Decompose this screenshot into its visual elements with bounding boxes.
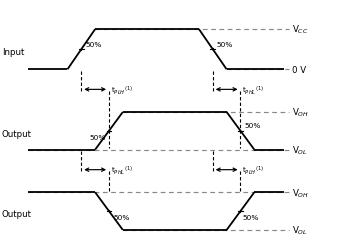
Text: 50%: 50% xyxy=(113,214,129,220)
Text: Output: Output xyxy=(2,209,32,218)
Text: t$_{PLH}$$^{(1)}$: t$_{PLH}$$^{(1)}$ xyxy=(111,84,133,96)
Text: t$_{PHL}$$^{(1)}$: t$_{PHL}$$^{(1)}$ xyxy=(242,84,264,96)
Text: 50%: 50% xyxy=(242,214,258,220)
Text: V$_{OH}$: V$_{OH}$ xyxy=(292,186,309,199)
Text: V$_{OL}$: V$_{OL}$ xyxy=(292,224,308,236)
Text: 50%: 50% xyxy=(85,42,102,48)
Text: V$_{CC}$: V$_{CC}$ xyxy=(292,24,309,36)
Text: t$_{PHL}$$^{(1)}$: t$_{PHL}$$^{(1)}$ xyxy=(111,164,133,176)
Text: 50%: 50% xyxy=(89,135,106,141)
Text: Output: Output xyxy=(2,129,32,138)
Text: 50%: 50% xyxy=(217,42,233,48)
Text: V$_{OL}$: V$_{OL}$ xyxy=(292,144,308,156)
Text: t$_{PLH}$$^{(1)}$: t$_{PLH}$$^{(1)}$ xyxy=(242,164,264,176)
Text: Input: Input xyxy=(2,48,24,57)
Text: V$_{OH}$: V$_{OH}$ xyxy=(292,106,309,119)
Text: 50%: 50% xyxy=(245,123,261,129)
Text: 0 V: 0 V xyxy=(292,66,307,74)
